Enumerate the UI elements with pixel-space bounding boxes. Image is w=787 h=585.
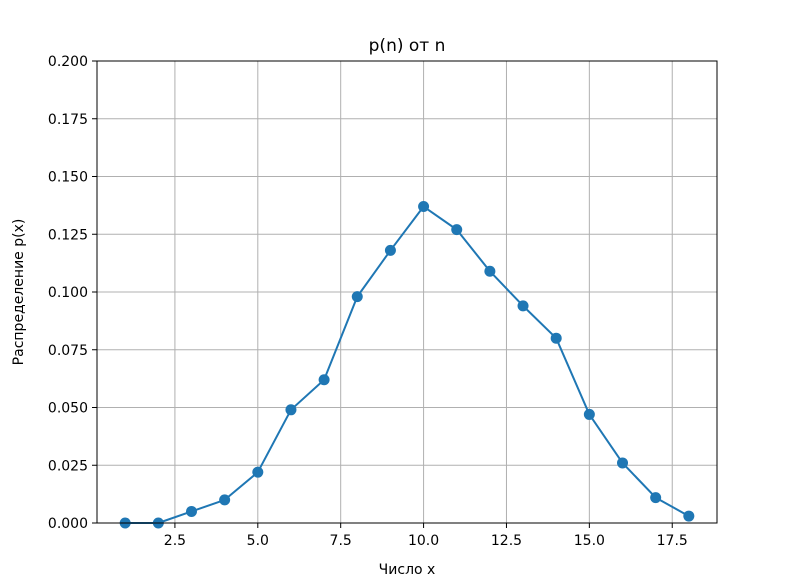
- x-tick-label: 12.5: [491, 533, 522, 549]
- data-point: [650, 492, 662, 504]
- x-tick-label: 5.0: [247, 533, 269, 549]
- x-tick-label: 10.0: [408, 533, 439, 549]
- data-point: [484, 265, 496, 277]
- x-tick-label: 2.5: [164, 533, 186, 549]
- y-tick-label: 0.100: [48, 285, 88, 301]
- x-tick-label: 15.0: [574, 533, 605, 549]
- x-axis-title: Число x: [379, 562, 436, 578]
- y-tick-label: 0.200: [48, 54, 88, 70]
- series-line: [125, 205, 690, 524]
- y-tick-label: 0.150: [48, 170, 88, 186]
- data-point: [318, 374, 330, 386]
- data-point: [351, 291, 363, 303]
- data-point: [219, 494, 231, 506]
- data-point: [285, 404, 297, 416]
- y-tick-label: 0.025: [48, 458, 88, 474]
- y-tick-label: 0.075: [48, 343, 88, 359]
- ticks: 2.5 5.0 7.5 10.0 12.5 15.0 17.5 0.000 0.025 0.050…: [48, 54, 688, 549]
- data-point: [617, 457, 629, 469]
- data-point: [550, 332, 562, 344]
- data-point: [384, 244, 396, 256]
- y-axis-title: Распределение p(x): [11, 219, 27, 366]
- data-point: [583, 408, 595, 420]
- chart-title: p(n) от n: [369, 36, 446, 56]
- data-point: [451, 224, 463, 236]
- y-tick-label: 0.125: [48, 227, 88, 243]
- x-tick-label: 17.5: [657, 533, 688, 549]
- data-point: [683, 510, 695, 522]
- data-point: [517, 300, 529, 312]
- data-point: [418, 201, 430, 213]
- series-layer: [119, 201, 695, 529]
- data-point: [252, 466, 264, 478]
- y-tick-label: 0.175: [48, 112, 88, 128]
- data-point: [185, 505, 197, 517]
- x-tick-label: 7.5: [330, 533, 352, 549]
- y-tick-label: 0.000: [48, 516, 88, 532]
- y-tick-label: 0.050: [48, 401, 88, 417]
